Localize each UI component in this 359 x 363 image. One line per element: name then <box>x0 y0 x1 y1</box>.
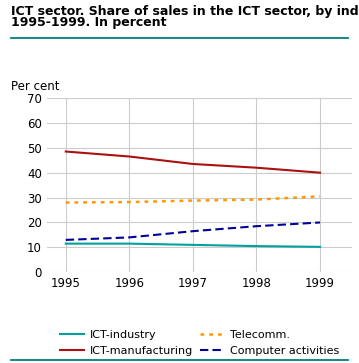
Text: ICT sector. Share of sales in the ICT sector, by industry.: ICT sector. Share of sales in the ICT se… <box>11 5 359 19</box>
Text: 1995-1999. In percent: 1995-1999. In percent <box>11 16 166 29</box>
Legend: ICT-industry, ICT-manufacturing, Telecomm., Computer activities: ICT-industry, ICT-manufacturing, Telecom… <box>60 330 339 356</box>
Text: Per cent: Per cent <box>11 79 59 93</box>
